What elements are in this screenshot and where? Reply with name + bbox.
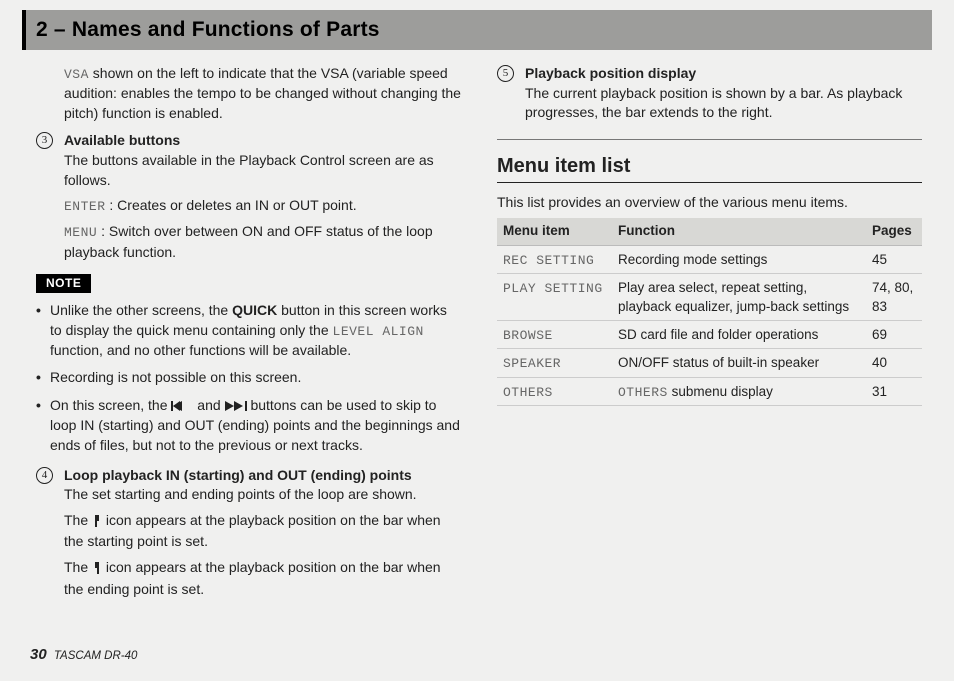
th-menu-item: Menu item <box>497 218 612 245</box>
item-3: 3 Available buttons The buttons availabl… <box>36 131 461 262</box>
circled-number-4: 4 <box>36 467 53 484</box>
note-badge: NOTE <box>36 274 91 293</box>
menu-item-cell: BROWSE <box>503 328 553 343</box>
item-5-title: Playback position display <box>525 64 922 84</box>
enter-line: ENTER : Creates or deletes an IN or OUT … <box>64 196 461 216</box>
function-cell: ON/OFF status of built-in speaker <box>612 349 866 377</box>
item4-b2b: icon appears at the playback position on… <box>64 512 441 550</box>
note-list: Unlike the other screens, the QUICK butt… <box>36 301 461 456</box>
note1-level: LEVEL ALIGN <box>333 324 424 339</box>
function-cell: OTHERS submenu display <box>612 377 866 405</box>
menu-table: Menu item Function Pages REC SETTING Rec… <box>497 218 922 405</box>
table-row: OTHERS OTHERS submenu display 31 <box>497 377 922 405</box>
note3-b: and <box>197 397 224 413</box>
note-block: NOTE Unlike the other screens, the QUICK… <box>36 270 461 456</box>
pages-cell: 40 <box>866 349 922 377</box>
item-4: 4 Loop playback IN (starting) and OUT (e… <box>36 466 461 600</box>
table-row: SPEAKER ON/OFF status of built-in speake… <box>497 349 922 377</box>
menu-table-header-row: Menu item Function Pages <box>497 218 922 245</box>
column-divider <box>497 139 922 140</box>
item-4-body1: The set starting and ending points of th… <box>64 485 461 505</box>
note1-a: Unlike the other screens, the <box>50 302 232 318</box>
item-5: 5 Playback position display The current … <box>497 64 922 123</box>
menu-item-cell: SPEAKER <box>503 356 561 371</box>
function-cell: SD card file and folder operations <box>612 321 866 349</box>
pages-cell: 69 <box>866 321 922 349</box>
pages-cell: 74, 80, 83 <box>866 274 922 321</box>
note1-c: function, and no other functions will be… <box>50 342 351 358</box>
item4-b2a: The <box>64 512 92 528</box>
vsa-label: VSA <box>64 67 89 82</box>
item-3-body: The buttons available in the Playback Co… <box>64 151 461 190</box>
pages-cell: 45 <box>866 246 922 274</box>
function-cell: Play area select, repeat setting, playba… <box>612 274 866 321</box>
th-function: Function <box>612 218 866 245</box>
others-seg: OTHERS <box>618 385 668 400</box>
note3-a: On this screen, the <box>50 397 171 413</box>
table-row: BROWSE SD card file and folder operation… <box>497 321 922 349</box>
menu-line: MENU : Switch over between ON and OFF st… <box>64 222 461 262</box>
page-root: 2 – Names and Functions of Parts VSA sho… <box>0 10 954 681</box>
item4-b3b: icon appears at the playback position on… <box>64 559 441 597</box>
menu-item-list-intro: This list provides an overview of the va… <box>497 193 922 213</box>
circled-number-3: 3 <box>36 132 53 149</box>
menu-body: : Switch over between ON and OFF status … <box>64 223 433 259</box>
note1-quick: QUICK <box>232 302 277 318</box>
note-item-3: On this screen, the and buttons can be u… <box>36 396 461 456</box>
skip-back-icon <box>171 397 193 417</box>
menu-item-cell: PLAY SETTING <box>503 281 603 296</box>
menu-item-list-heading: Menu item list <box>497 152 922 183</box>
item4-b3a: The <box>64 559 92 575</box>
content-columns: VSA shown on the left to indicate that t… <box>0 50 954 607</box>
out-point-icon <box>92 560 102 580</box>
note-item-2: Recording is not possible on this screen… <box>36 368 461 388</box>
item-4-body2: The icon appears at the playback positio… <box>64 511 461 552</box>
pages-cell: 31 <box>866 377 922 405</box>
page-footer: 30 TASCAM DR-40 <box>30 644 137 665</box>
skip-forward-icon <box>225 397 247 417</box>
item-4-title: Loop playback IN (starting) and OUT (end… <box>64 466 461 486</box>
section-header-title: 2 – Names and Functions of Parts <box>36 15 380 44</box>
item-4-body3: The icon appears at the playback positio… <box>64 558 461 599</box>
th-pages: Pages <box>866 218 922 245</box>
left-column: VSA shown on the left to indicate that t… <box>22 64 477 607</box>
enter-label: ENTER <box>64 199 106 214</box>
in-point-icon <box>92 513 102 533</box>
right-column: 5 Playback position display The current … <box>477 64 932 607</box>
vsa-paragraph: VSA shown on the left to indicate that t… <box>36 64 461 123</box>
table-row: REC SETTING Recording mode settings 45 <box>497 246 922 274</box>
function-cell: Recording mode settings <box>612 246 866 274</box>
page-number: 30 <box>30 646 47 663</box>
menu-item-cell: OTHERS <box>503 385 553 400</box>
section-header: 2 – Names and Functions of Parts <box>22 10 932 50</box>
menu-label: MENU <box>64 225 97 240</box>
circled-number-5: 5 <box>497 65 514 82</box>
others-rest: submenu display <box>668 384 773 399</box>
enter-body: : Creates or deletes an IN or OUT point. <box>106 197 357 213</box>
item-5-body: The current playback position is shown b… <box>525 84 922 123</box>
vsa-text: shown on the left to indicate that the V… <box>64 65 461 121</box>
table-row: PLAY SETTING Play area select, repeat se… <box>497 274 922 321</box>
item-3-title: Available buttons <box>64 131 461 151</box>
note-item-1: Unlike the other screens, the QUICK butt… <box>36 301 461 360</box>
footer-model: TASCAM DR-40 <box>54 650 138 662</box>
menu-item-cell: REC SETTING <box>503 253 594 268</box>
